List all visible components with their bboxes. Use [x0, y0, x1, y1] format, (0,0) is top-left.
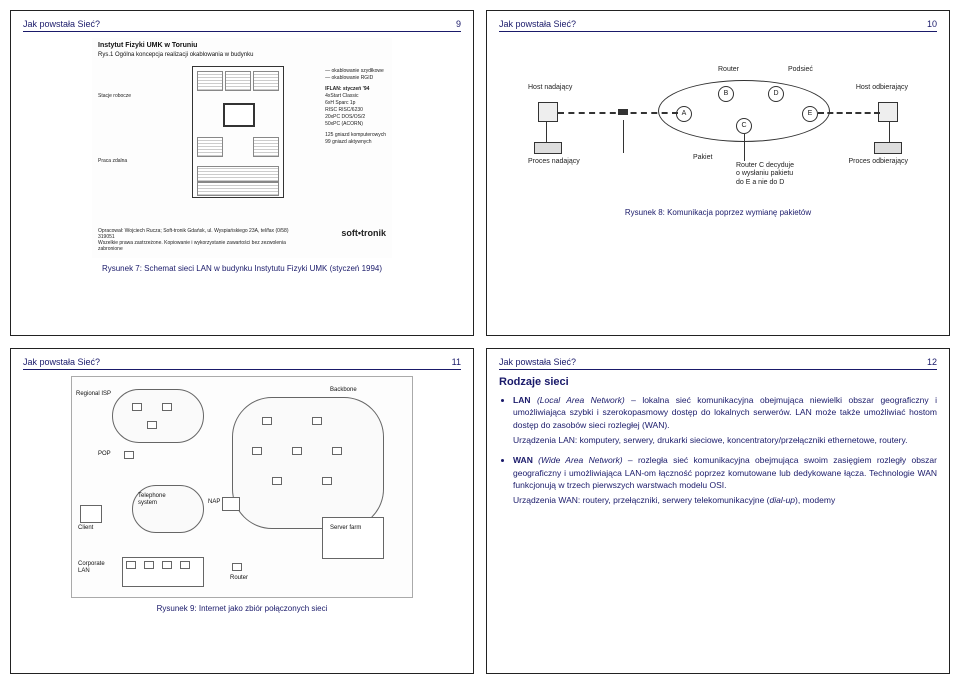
lan-term: LAN [513, 395, 530, 405]
slide-header: Jak powstała Sieć? 12 [499, 357, 937, 370]
fig7-legend: — okablowanie szydłkowe — okablowanie RG… [325, 68, 386, 146]
label-corp-lan: Corporate LAN [78, 561, 105, 574]
process-recv-icon [874, 142, 902, 154]
wan-devices: Urządzenia WAN: routery, przełączniki, s… [513, 494, 937, 506]
figure-9-caption: Rysunek 9: Internet jako zbiór połączony… [23, 604, 461, 613]
section-title: Rodzaje sieci [499, 376, 937, 388]
fig7-footer: Opracował: Wojciech Rucza; Soft-tronik G… [98, 228, 386, 252]
label-proc-send: Proces nadający [528, 158, 580, 165]
slide-header: Jak powstała Sieć? 11 [23, 357, 461, 370]
list-item-wan: WAN (Wide Area Network) – rozległa sieć … [513, 454, 937, 506]
lan-paren: (Local Area Network) [537, 395, 625, 405]
client-icon [80, 505, 102, 523]
figure-8-caption: Rysunek 8: Komunikacja poprzez wymianę p… [499, 208, 937, 217]
label-telephone: Telephone system [138, 493, 166, 506]
label-nap: NAP [208, 499, 220, 505]
fig7-title: Instytut Fizyki UMK w Toruniu [98, 42, 197, 49]
label-backbone: Backbone [330, 387, 357, 393]
floorplan-outline [192, 66, 284, 198]
page-number: 12 [927, 357, 937, 367]
page-number: 9 [456, 19, 461, 29]
wan-paren: (Wide Area Network) [538, 455, 622, 465]
page-number: 10 [927, 19, 937, 29]
server-farm-box [322, 517, 384, 559]
page-number: 11 [452, 357, 461, 367]
list-item-lan: LAN (Local Area Network) – lokalna sieć … [513, 394, 937, 446]
header-title: Jak powstała Sieć? [499, 357, 576, 367]
figure-8-diagram: A B C D E Host nadający Host odbierający… [528, 62, 908, 202]
router-d: D [768, 86, 784, 102]
host-recv-icon [878, 102, 898, 122]
label-router: Router [230, 575, 248, 581]
router-b: B [718, 86, 734, 102]
figure-7-image: Instytut Fizyki UMK w Toruniu Rys.1 Ogól… [92, 38, 392, 258]
softtronik-logo: soft•tronik [341, 228, 386, 252]
label-proc-recv: Proces odbierający [848, 158, 908, 165]
label-server-farm: Server farm [330, 525, 361, 531]
slide-8: Jak powstała Sieć? 10 A B C D E Host nad… [486, 10, 950, 336]
process-send-icon [534, 142, 562, 154]
slide-9: Jak powstała Sieć? 11 [10, 348, 474, 674]
slide-header: Jak powstała Sieć? 10 [499, 19, 937, 32]
slide-12: Jak powstała Sieć? 12 Rodzaje sieci LAN … [486, 348, 950, 674]
router-c: C [736, 118, 752, 134]
label-host-recv: Host odbierający [856, 84, 908, 91]
fig7-left-label-1: Stacje robocze [98, 93, 131, 99]
label-client: Client [78, 525, 93, 531]
router-e: E [802, 106, 818, 122]
label-note: Router C decyduje o wysłaniu pakietu do … [736, 162, 794, 187]
packet-icon [618, 109, 628, 115]
wan-term: WAN [513, 455, 533, 465]
label-pop: POP [98, 451, 111, 457]
label-subnet: Podsieć [788, 66, 813, 73]
label-host-send: Host nadający [528, 84, 572, 91]
slide-7: Jak powstała Sieć? 9 Instytut Fizyki UMK… [10, 10, 474, 336]
figure-7-caption: Rysunek 7: Schemat sieci LAN w budynku I… [23, 264, 461, 273]
host-send-icon [538, 102, 558, 122]
fig7-subtitle: Rys.1 Ogólna koncepcja realizacji okablo… [98, 52, 253, 58]
header-title: Jak powstała Sieć? [23, 19, 100, 29]
regional-isp-cloud [112, 389, 204, 443]
network-types-list: LAN (Local Area Network) – lokalna sieć … [499, 394, 937, 507]
header-title: Jak powstała Sieć? [23, 357, 100, 367]
label-regional-isp: Regional ISP [76, 391, 111, 397]
backbone-cloud [232, 397, 384, 529]
router-a: A [676, 106, 692, 122]
nap-box [222, 497, 240, 511]
figure-9-image: Regional ISP Backbone POP Client Telepho… [71, 376, 413, 598]
header-title: Jak powstała Sieć? [499, 19, 576, 29]
slide-header: Jak powstała Sieć? 9 [23, 19, 461, 32]
label-packet: Pakiet [693, 154, 712, 161]
lan-devices: Urządzenia LAN: komputery, serwery, druk… [513, 434, 937, 446]
label-router: Router [718, 66, 739, 73]
fig7-left-label-2: Praca zdalna [98, 158, 127, 164]
